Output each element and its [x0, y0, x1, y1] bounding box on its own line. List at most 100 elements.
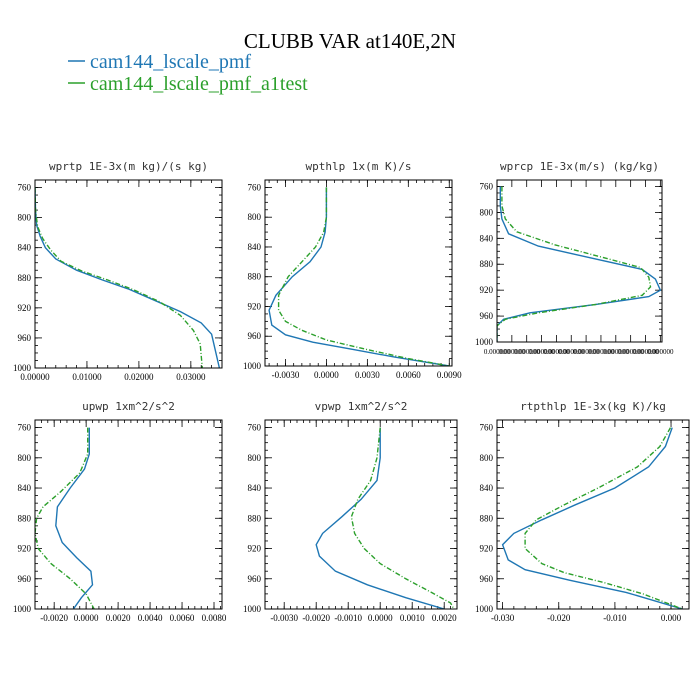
panel-5: vpwp 1xm^2/s^2 760 800 840 880 920 960 1000 -0.0…	[243, 400, 458, 623]
x-tick-label: 0.00000	[20, 372, 50, 382]
x-tick-label: 0.000000	[618, 348, 645, 356]
legend-label-2: cam144_lscale_pmf_a1test	[90, 73, 308, 95]
y-tick-label: 960	[480, 311, 494, 321]
x-tick-label: 0.0060	[170, 613, 195, 623]
x-tick-label: 0.000000	[647, 348, 674, 356]
y-tick-label: 760	[248, 182, 262, 192]
x-tick-label: 0.03000	[176, 372, 206, 382]
y-tick-label: 800	[248, 212, 262, 222]
panel-3: wprcp 1E-3x(m/s) (kg/kg) 760 800 840 880 920 9…	[475, 160, 674, 356]
y-tick-label: 840	[18, 243, 32, 253]
series-line-2	[35, 427, 95, 609]
y-tick-label: 760	[480, 423, 494, 433]
y-tick-label: 800	[248, 453, 262, 463]
series-line-1	[497, 186, 662, 342]
x-tick-label: 0.0080	[202, 613, 227, 623]
y-tick-label: 760	[18, 423, 32, 433]
panel-title: wprtp 1E-3x(m kg)/(s kg)	[49, 160, 208, 173]
series-line-1	[35, 187, 221, 368]
y-tick-label: 840	[480, 233, 494, 243]
y-tick-label: 1000	[13, 363, 32, 373]
x-tick-label: 0.000000	[603, 348, 630, 356]
x-tick-label: 0.0030	[355, 370, 380, 380]
series-line-2	[497, 186, 652, 342]
x-tick-label: 0.000000	[543, 348, 570, 356]
legend: cam144_lscale_pmf cam144_lscale_pmf_a1te…	[68, 51, 308, 95]
y-tick-label: 960	[248, 574, 262, 584]
plot-frame	[496, 419, 690, 610]
series-line-1	[55, 427, 94, 609]
x-tick-label: 0.0000	[74, 613, 99, 623]
panel-4: upwp 1xm^2/s^2 760 800 840 880 920 960 1000 -0.0…	[13, 400, 227, 623]
x-tick-label: 0.000000	[484, 348, 511, 356]
y-tick-label: 880	[480, 513, 494, 523]
x-tick-label: -0.0030	[272, 370, 300, 380]
x-tick-label: 0.0000	[314, 370, 339, 380]
x-tick-label: 0.0020	[106, 613, 131, 623]
panels: wprtp 1E-3x(m kg)/(s kg) 760 800 840 880 920 9…	[13, 160, 690, 623]
x-tick-label: 0.02000	[124, 372, 154, 382]
y-tick-label: 1000	[475, 604, 494, 614]
x-tick-label: 0.0060	[396, 370, 421, 380]
y-tick-label: 800	[18, 213, 32, 223]
y-tick-label: 920	[480, 285, 494, 295]
plot-frame	[264, 179, 453, 367]
series-line-2	[350, 427, 455, 609]
x-tick-label: 0.01000	[72, 372, 102, 382]
plot-frame	[496, 179, 663, 343]
y-tick-label: 880	[18, 513, 32, 523]
x-tick-label: 0.0000	[368, 613, 393, 623]
y-tick-label: 880	[248, 513, 262, 523]
x-tick-label: 0.000000	[528, 348, 555, 356]
y-tick-label: 960	[18, 333, 32, 343]
y-tick-label: 1000	[243, 361, 262, 371]
y-tick-label: 800	[18, 453, 32, 463]
panel-title: rtpthlp 1E-3x(kg K)/kg	[520, 400, 666, 413]
panel-2: wpthlp 1x(m K)/s 760 800 840 880 920 960 1000 -0…	[243, 160, 462, 380]
panel-title: vpwp 1xm^2/s^2	[315, 400, 408, 413]
panel-title: wpthlp 1x(m K)/s	[306, 160, 412, 173]
y-tick-label: 840	[18, 483, 32, 493]
x-tick-label: 0.0040	[138, 613, 163, 623]
figure-title: CLUBB VAR at140E,2N	[244, 29, 456, 53]
panel-title: upwp 1xm^2/s^2	[82, 400, 175, 413]
x-tick-label: 0.0010	[400, 613, 425, 623]
series-line-1	[501, 427, 683, 609]
panel-title: wprcp 1E-3x(m/s) (kg/kg)	[500, 160, 659, 173]
x-tick-label: -0.030	[491, 613, 515, 623]
y-tick-label: 960	[480, 574, 494, 584]
y-tick-label: 920	[18, 544, 32, 554]
legend-label-1: cam144_lscale_pmf	[90, 51, 251, 73]
x-tick-label: 0.000	[661, 613, 682, 623]
y-tick-label: 920	[480, 544, 494, 554]
y-tick-label: 920	[248, 301, 262, 311]
x-tick-label: 0.000000	[558, 348, 585, 356]
y-tick-label: 880	[18, 273, 32, 283]
series-line-2	[35, 187, 203, 368]
y-tick-label: 760	[480, 181, 494, 191]
x-tick-label: -0.0020	[302, 613, 330, 623]
x-tick-label: 0.000000	[514, 348, 541, 356]
x-tick-label: -0.0020	[40, 613, 68, 623]
y-tick-label: 880	[248, 272, 262, 282]
x-tick-label: -0.010	[603, 613, 627, 623]
series-line-1	[268, 187, 450, 366]
series-line-1	[315, 427, 445, 609]
x-tick-label: 0.0090	[437, 370, 462, 380]
x-tick-label: 0.000000	[588, 348, 615, 356]
panel-1: wprtp 1E-3x(m kg)/(s kg) 760 800 840 880 920 9…	[13, 160, 223, 382]
panel-6: rtpthlp 1E-3x(kg K)/kg 760 800 840 880 920 960…	[475, 400, 690, 623]
x-tick-label: 0.000000	[573, 348, 600, 356]
y-tick-label: 840	[480, 483, 494, 493]
series-line-2	[277, 187, 450, 366]
y-tick-label: 880	[480, 259, 494, 269]
plot-frame	[264, 419, 458, 610]
x-tick-label: -0.0030	[270, 613, 298, 623]
x-tick-label: 0.000000	[632, 348, 659, 356]
y-tick-label: 1000	[243, 604, 262, 614]
y-tick-label: 1000	[475, 337, 494, 347]
y-tick-label: 1000	[13, 604, 32, 614]
y-tick-label: 800	[480, 453, 494, 463]
y-tick-label: 840	[248, 483, 262, 493]
